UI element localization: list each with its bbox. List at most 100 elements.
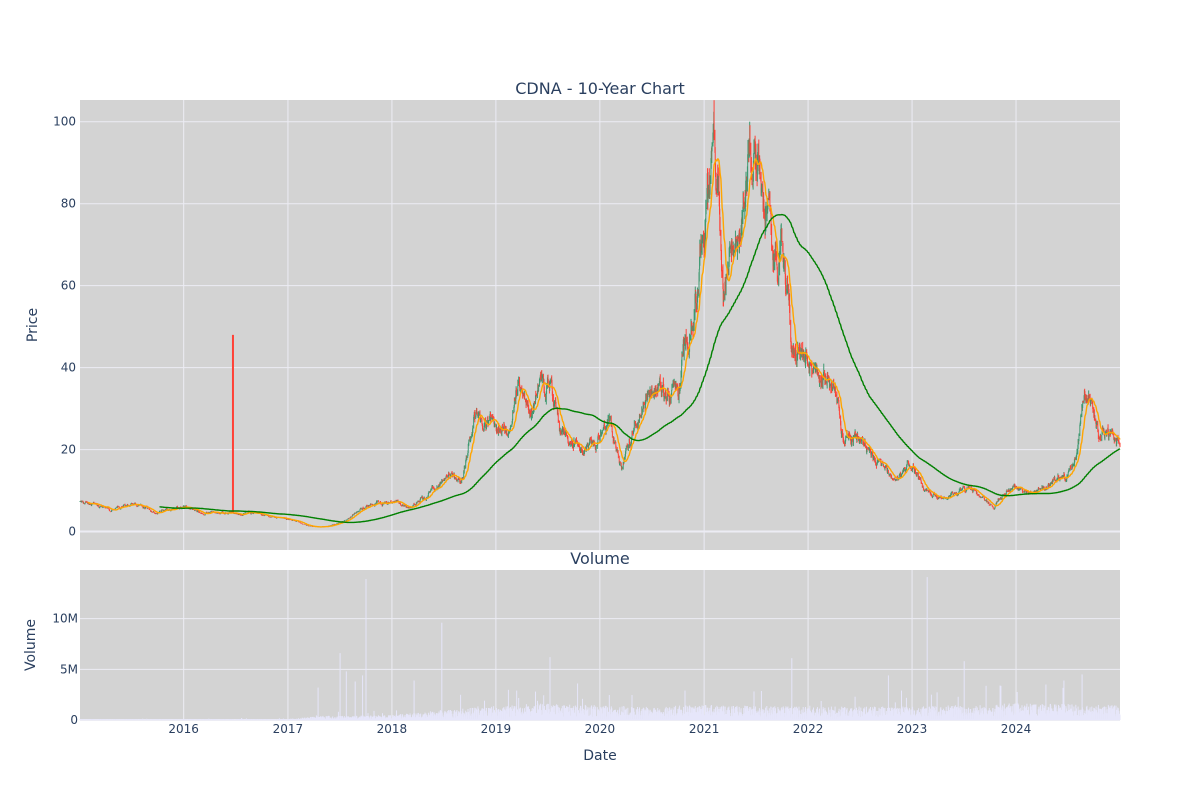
volume-bar [1000, 707, 1002, 720]
volume-bar [751, 714, 753, 720]
volume-bar [753, 691, 755, 720]
volume-bar [107, 719, 109, 720]
volume-bar [158, 719, 160, 720]
volume-bar [964, 712, 966, 720]
volume-bar [823, 710, 825, 720]
volume-bar [825, 711, 827, 720]
volume-bar [767, 710, 769, 720]
volume-bar [675, 715, 677, 720]
volume-bar [323, 717, 325, 720]
volume-bar [264, 719, 266, 720]
price-y-tick-label: 100 [53, 115, 76, 129]
volume-bar [290, 719, 292, 720]
volume-bar [669, 708, 671, 720]
volume-bar [723, 714, 725, 720]
volume-bar [243, 719, 244, 720]
volume-bar [789, 707, 791, 720]
volume-bar [324, 718, 326, 720]
volume-bar [580, 705, 581, 720]
volume-bar [631, 707, 633, 720]
volume-bar [936, 715, 938, 720]
volume-bar [776, 712, 778, 720]
volume-bar [661, 713, 663, 720]
volume-bar [351, 716, 353, 720]
volume-bar [721, 711, 723, 720]
volume-bar [876, 711, 878, 720]
volume-bar [346, 719, 348, 720]
volume-bar [358, 717, 360, 720]
volume-bar [298, 718, 299, 720]
volume-bar [550, 711, 552, 720]
volume-bar [595, 716, 597, 720]
volume-bar [596, 707, 598, 720]
volume-bar [677, 710, 679, 720]
volume-bar [503, 709, 505, 720]
volume-bar [959, 706, 961, 720]
volume-bar [245, 719, 246, 720]
volume-bar [568, 712, 569, 720]
volume-bar [860, 707, 862, 720]
volume-bar [229, 719, 230, 720]
volume-bar [687, 716, 689, 720]
volume-bar [599, 707, 601, 720]
volume-bar [368, 718, 370, 720]
volume-bar [213, 719, 215, 720]
volume-bar [135, 719, 137, 720]
volume-bar [494, 712, 496, 720]
volume-bar [460, 694, 462, 720]
volume-bar [986, 714, 988, 720]
volume-bar [535, 705, 537, 720]
volume-bar [103, 719, 105, 720]
volume-bar [879, 714, 881, 720]
volume-bar [195, 719, 197, 720]
volume-bar [373, 710, 375, 720]
volume-bar [342, 718, 344, 720]
volume-bar [268, 719, 270, 720]
volume-bar [576, 716, 577, 720]
volume-bar [675, 705, 677, 720]
volume-bar [414, 717, 416, 720]
volume-bar [540, 703, 542, 720]
volume-bar [352, 717, 354, 720]
volume-bar [294, 719, 296, 720]
volume-bar [733, 712, 735, 720]
volume-bar [278, 718, 280, 720]
volume-bar [897, 713, 898, 720]
volume-bar [366, 716, 368, 720]
volume-bar [376, 716, 378, 720]
volume-bar [561, 705, 563, 720]
volume-bar [625, 709, 627, 720]
volume-bar [797, 717, 799, 720]
volume-bar [679, 713, 681, 720]
volume-bar [1010, 713, 1012, 720]
volume-bar [600, 708, 602, 720]
volume-bar [758, 708, 760, 720]
volume-bar [372, 717, 373, 720]
volume-bar [762, 709, 764, 720]
volume-bar [562, 713, 563, 720]
volume-bar [79, 719, 81, 720]
volume-bar [749, 707, 751, 720]
volume-bar [978, 710, 980, 720]
volume-bar [215, 719, 217, 720]
volume-bar [193, 719, 195, 720]
volume-bar [534, 706, 536, 720]
volume-bar [956, 707, 957, 720]
volume-bar [836, 713, 838, 720]
volume-bar [613, 710, 615, 720]
volume-bar [412, 716, 414, 720]
volume-bar [157, 719, 159, 720]
volume-bar [946, 711, 948, 720]
volume-bar [508, 709, 510, 720]
volume-bar [725, 714, 727, 720]
volume-bar [605, 716, 607, 720]
volume-bar [816, 709, 818, 720]
volume-bar [367, 713, 369, 720]
volume-bar [510, 707, 512, 720]
volume-bar [865, 714, 867, 720]
volume-bar [609, 707, 610, 720]
volume-bar [590, 714, 591, 720]
volume-bar [495, 712, 497, 720]
volume-bar [304, 718, 306, 720]
volume-bar [877, 716, 879, 720]
